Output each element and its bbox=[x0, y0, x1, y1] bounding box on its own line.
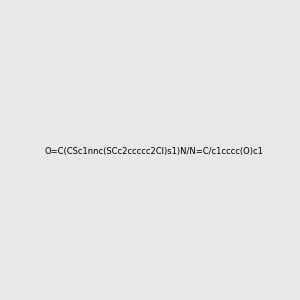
Text: O=C(CSc1nnc(SCc2ccccc2Cl)s1)N/N=C/c1cccc(O)c1: O=C(CSc1nnc(SCc2ccccc2Cl)s1)N/N=C/c1cccc… bbox=[44, 147, 263, 156]
